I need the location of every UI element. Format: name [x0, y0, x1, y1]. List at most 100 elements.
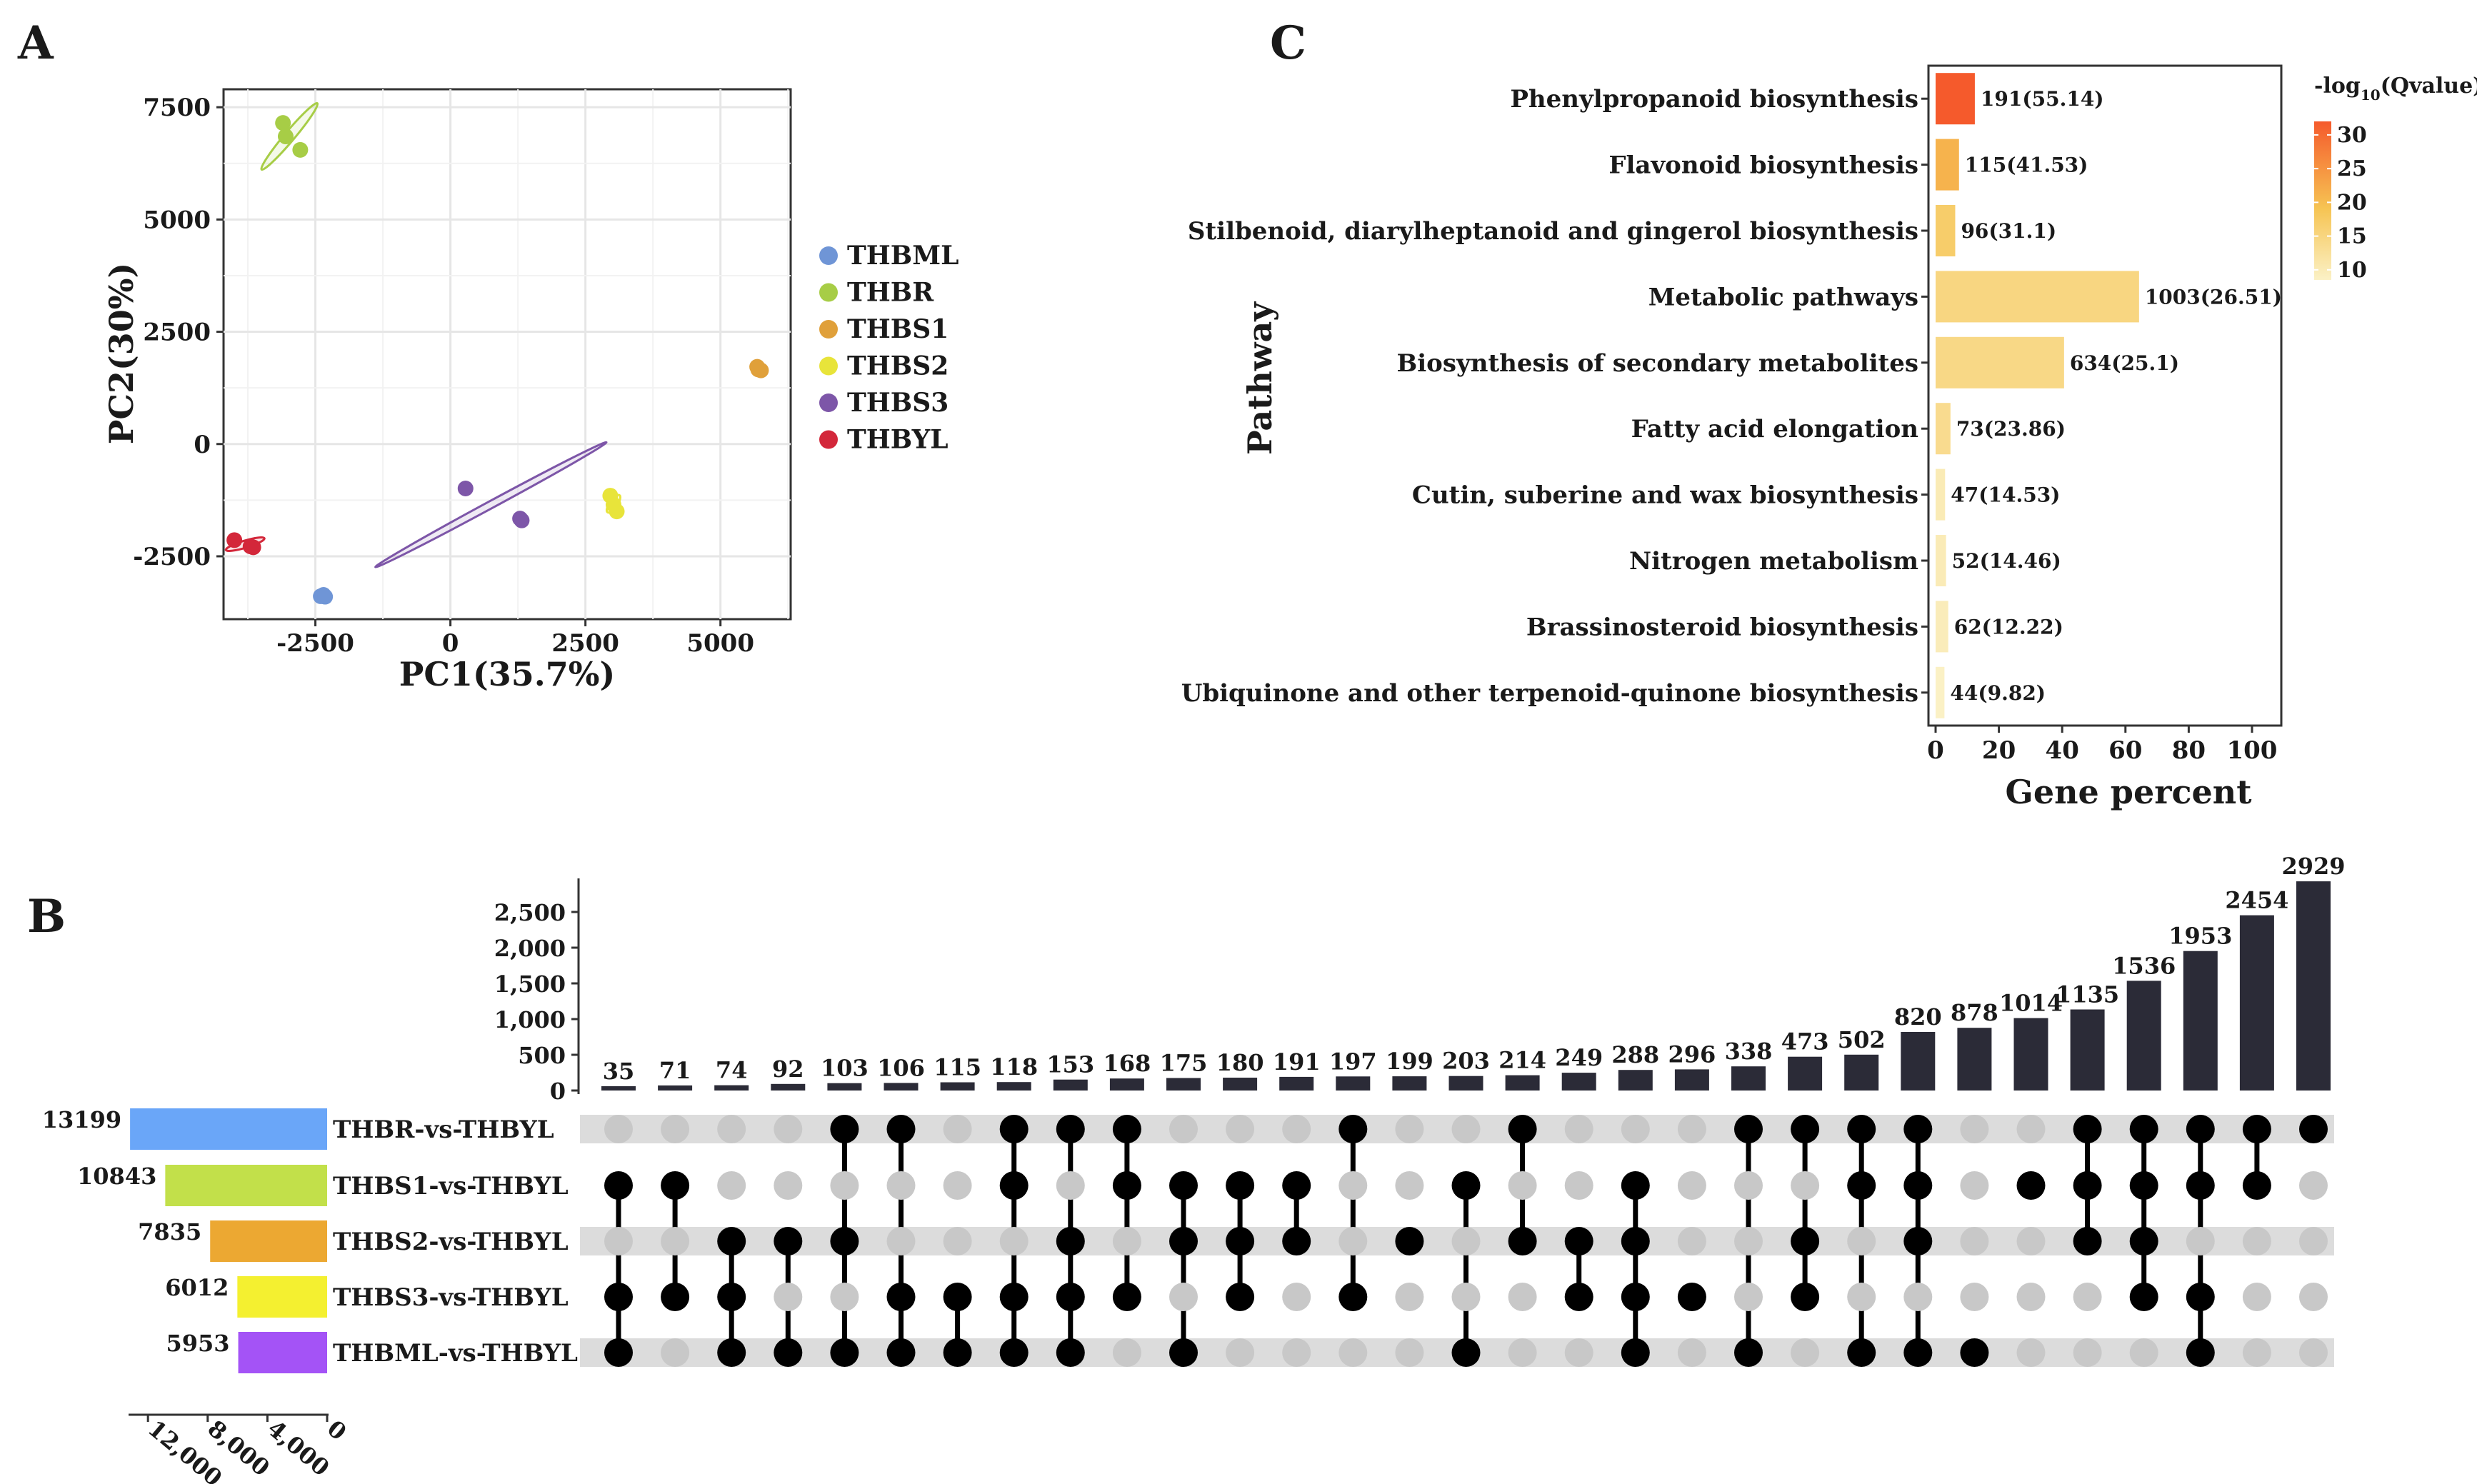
upset-dot-empty [1508, 1171, 1537, 1200]
colorbar-tick-label: 10 [2337, 258, 2367, 283]
upset-dot-empty [2299, 1171, 2328, 1200]
upset-dot-empty [2016, 1115, 2046, 1143]
upset-dot-filled [1791, 1283, 1820, 1311]
set-name-label: THBML-vs-THBYL [333, 1339, 578, 1368]
upset-dot-filled [1112, 1115, 1141, 1143]
upset-intersection-bar [2239, 915, 2274, 1091]
upset-dot-empty [2016, 1283, 2046, 1311]
upset-dot-filled [1847, 1171, 1876, 1200]
upset-dot-empty [2299, 1283, 2328, 1311]
upset-dot-filled [2186, 1338, 2215, 1367]
upset-intersection-value: 1536 [2112, 952, 2176, 979]
upset-intersection-value: 2454 [2225, 887, 2288, 914]
upset-dot-filled [661, 1283, 690, 1311]
upset-dot-filled [1621, 1283, 1650, 1311]
panel-c-label: C [1270, 16, 1306, 70]
upset-intersection-value: 175 [1160, 1050, 1208, 1077]
upset-dot-empty [886, 1227, 916, 1255]
upset-dot-filled [1226, 1283, 1255, 1311]
upset-dot-filled [1621, 1227, 1650, 1255]
upset-dot-filled [1847, 1338, 1876, 1367]
upset-dot-filled [2073, 1115, 2102, 1143]
upset-dot-empty [1508, 1283, 1537, 1311]
set-size-bar [165, 1165, 327, 1206]
upset-dot-filled [1282, 1171, 1311, 1200]
upset-dot-filled [604, 1171, 633, 1200]
enrichment-x-tick-label: 80 [2172, 736, 2206, 765]
upset-dot-empty [1451, 1283, 1481, 1311]
upset-intersection-bar [1279, 1076, 1314, 1091]
upset-dot-filled [2186, 1115, 2215, 1143]
upset-y-tick-label: 2,500 [494, 899, 566, 926]
upset-dot-filled [2129, 1227, 2158, 1255]
enrichment-bar-label: 115(41.53) [1965, 154, 2088, 177]
upset-dot-empty [1847, 1227, 1876, 1255]
upset-intersection-bar [2070, 1009, 2105, 1091]
pca-points [226, 115, 769, 605]
upset-dot-empty [1169, 1283, 1198, 1311]
upset-dot-empty [1395, 1115, 1424, 1143]
upset-dot-empty [1226, 1115, 1255, 1143]
upset-intersection-value: 1135 [2056, 981, 2119, 1008]
upset-dot-empty [1451, 1227, 1481, 1255]
legend-label-thbs2: THBS2 [847, 351, 949, 381]
pca-plot-frame [222, 88, 792, 621]
set-size-bar [238, 1332, 327, 1373]
upset-intersection-bar [1788, 1056, 1823, 1091]
upset-dot-filled [2129, 1171, 2158, 1200]
upset-dot-filled [1056, 1115, 1085, 1143]
legend-label-thbyl: THBYL [847, 425, 949, 455]
upset-intersection-value: 296 [1668, 1041, 1716, 1068]
upset-dot-empty [661, 1227, 690, 1255]
upset-intersection-bar [1166, 1078, 1201, 1091]
enrichment-bar-label: 52(14.46) [1952, 549, 2061, 573]
upset-intersection-bar [827, 1083, 862, 1091]
upset-y-tick-label: 0 [550, 1078, 566, 1105]
enrichment-bar [1936, 336, 2064, 388]
enrichment-category-label: Stilbenoid, diarylheptanoid and gingerol… [1188, 217, 1918, 246]
panel-b-upset-plot: B 0 500 1,000 1,500 2,000 2,500 35 71 74 92 103 10… [27, 853, 2346, 1484]
colorbar-title: -log10(Qvalue) [2314, 74, 2477, 104]
upset-dot-filled [1451, 1338, 1481, 1367]
enrichment-bar [1936, 601, 1948, 653]
legend-marker-thbyl [819, 430, 838, 449]
upset-dot-filled [1734, 1338, 1763, 1367]
enrichment-bar [1936, 403, 1951, 455]
upset-dot-empty [1338, 1338, 1368, 1367]
upset-dot-empty [1677, 1227, 1706, 1255]
upset-dot-empty [1960, 1227, 1989, 1255]
upset-intersection-bar [940, 1082, 975, 1091]
pca-y-ticks: -2500 0 2500 5000 7500 [133, 94, 224, 571]
upset-intersection-value: 203 [1442, 1048, 1490, 1075]
enrichment-bar-label: 47(14.53) [1951, 483, 2060, 507]
upset-intersection-bar [1448, 1076, 1483, 1091]
pca-point-thbr [277, 129, 294, 145]
upset-dot-empty [1564, 1338, 1593, 1367]
upset-dot-filled [2073, 1171, 2102, 1200]
pca-x-ticks: -2500 0 2500 5000 [276, 619, 754, 658]
legend-marker-thbr [819, 283, 838, 302]
legend-marker-thbs1 [819, 320, 838, 339]
upset-dot-filled [943, 1283, 972, 1311]
pca-y-tick-label: 5000 [143, 206, 211, 234]
upset-dot-empty [1395, 1171, 1424, 1200]
enrichment-bar [1936, 666, 1945, 718]
upset-dot-empty [717, 1115, 746, 1143]
legend-label-thbr: THBR [847, 278, 934, 308]
upset-dot-empty [1960, 1115, 1989, 1143]
enrichment-category-label: Nitrogen metabolism [1629, 547, 1918, 576]
upset-matrix [604, 1115, 2328, 1367]
enrichment-plot-frame [1927, 64, 2283, 727]
upset-intersection-value: 820 [1894, 1003, 1942, 1031]
upset-dot-filled [999, 1115, 1029, 1143]
enrichment-category-label: Brassinosteroid biosynthesis [1526, 613, 1918, 641]
upset-dot-empty [1791, 1171, 1820, 1200]
pca-point-thbs3 [457, 481, 474, 497]
pca-point-thbr [292, 141, 309, 158]
set-size-bar [130, 1108, 327, 1150]
upset-intersection-bar [2013, 1018, 2048, 1091]
upset-intersection-bar [1392, 1076, 1427, 1091]
upset-dot-filled [886, 1338, 916, 1367]
upset-intersection-bar [1505, 1075, 1540, 1091]
